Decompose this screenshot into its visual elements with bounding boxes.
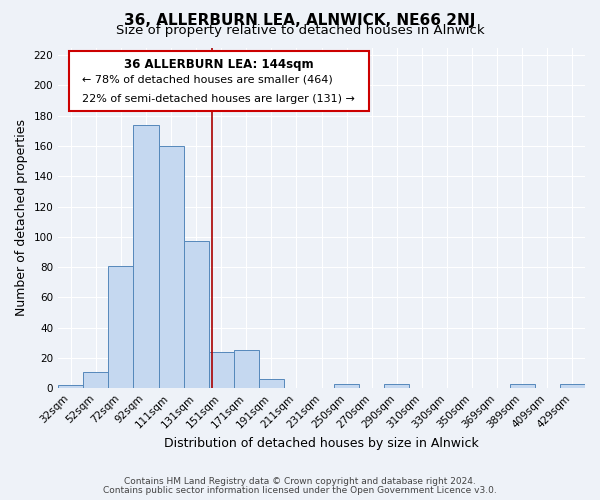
Y-axis label: Number of detached properties: Number of detached properties <box>15 120 28 316</box>
Bar <box>209 352 234 389</box>
Text: 36 ALLERBURN LEA: 144sqm: 36 ALLERBURN LEA: 144sqm <box>124 58 314 70</box>
FancyBboxPatch shape <box>69 51 369 110</box>
Text: Size of property relative to detached houses in Alnwick: Size of property relative to detached ho… <box>116 24 484 37</box>
Text: 36, ALLERBURN LEA, ALNWICK, NE66 2NJ: 36, ALLERBURN LEA, ALNWICK, NE66 2NJ <box>124 12 476 28</box>
Bar <box>560 384 585 388</box>
Bar <box>58 386 83 388</box>
Text: Contains public sector information licensed under the Open Government Licence v3: Contains public sector information licen… <box>103 486 497 495</box>
Bar <box>385 384 409 388</box>
Bar <box>334 384 359 388</box>
Bar <box>133 125 158 388</box>
Bar <box>184 242 209 388</box>
X-axis label: Distribution of detached houses by size in Alnwick: Distribution of detached houses by size … <box>164 437 479 450</box>
Text: 22% of semi-detached houses are larger (131) →: 22% of semi-detached houses are larger (… <box>82 94 355 104</box>
Bar <box>83 372 109 388</box>
Bar <box>109 266 133 388</box>
Text: Contains HM Land Registry data © Crown copyright and database right 2024.: Contains HM Land Registry data © Crown c… <box>124 477 476 486</box>
Bar <box>510 384 535 388</box>
Text: ← 78% of detached houses are smaller (464): ← 78% of detached houses are smaller (46… <box>82 75 332 85</box>
Bar <box>234 350 259 389</box>
Bar <box>259 379 284 388</box>
Bar <box>158 146 184 388</box>
